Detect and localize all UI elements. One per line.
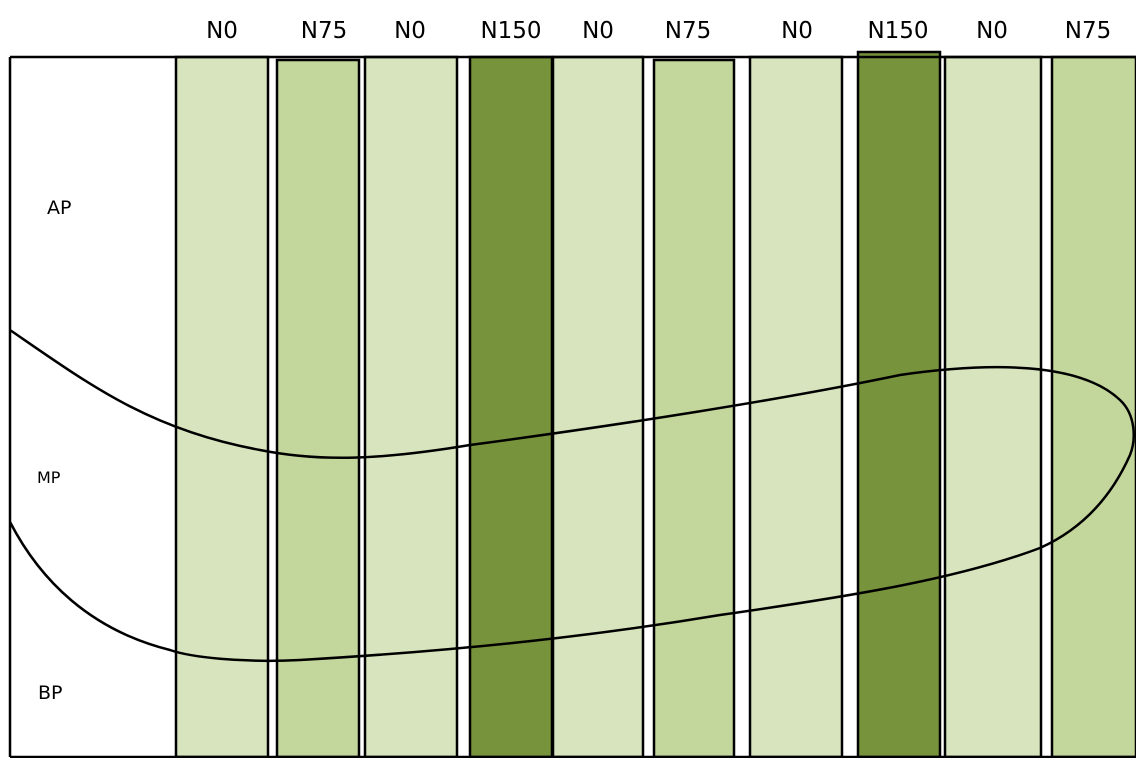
strip-plot-n75 (275, 58, 361, 758)
zone-label-mp: MP (37, 468, 61, 487)
strip-plot-n0 (174, 55, 270, 758)
strip-plot-n150 (856, 50, 942, 758)
strip-plot-n0 (551, 55, 645, 758)
column-label: N75 (1065, 18, 1111, 44)
zone-label-ap: AP (47, 197, 71, 219)
column-label: N0 (582, 18, 614, 44)
column-label: N75 (665, 18, 711, 44)
strip-plot-n150 (468, 55, 554, 758)
strip-plot-n0 (363, 55, 459, 758)
column-label: N150 (867, 18, 928, 44)
strip-plot-n75 (1050, 55, 1136, 758)
column-label: N0 (976, 18, 1008, 44)
strip-plot-n0 (748, 55, 844, 758)
column-labels: N0 N75 N0 N150 N0 N75 N0 N150 N0 N75 (206, 18, 1111, 44)
upper-zone-boundary (8, 328, 1135, 663)
column-label: N0 (206, 18, 238, 44)
strip-plot-n0 (943, 55, 1043, 758)
zone-label-bp: BP (38, 682, 63, 704)
column-label: N0 (781, 18, 813, 44)
field-margin (10, 57, 176, 757)
column-label: N75 (301, 18, 347, 44)
column-label: N150 (480, 18, 541, 44)
column-label: N0 (394, 18, 426, 44)
strip-plots (174, 50, 1136, 758)
